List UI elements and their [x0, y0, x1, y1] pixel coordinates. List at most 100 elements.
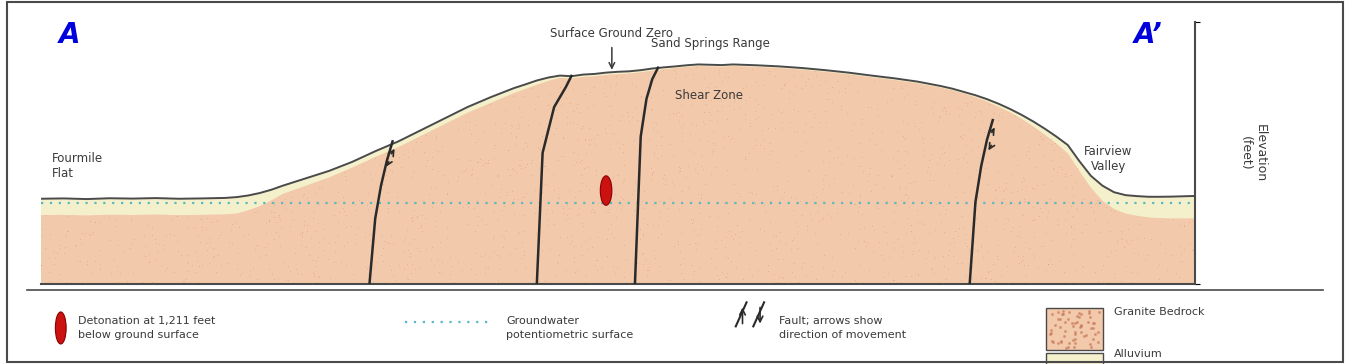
Point	[840, 127, 861, 132]
Point	[46, 250, 68, 256]
Text: Surface Ground Zero: Surface Ground Zero	[551, 27, 674, 40]
Point	[613, 242, 634, 248]
Point	[1029, 213, 1050, 219]
Point	[371, 252, 393, 258]
Point	[701, 150, 722, 156]
Point	[886, 129, 907, 135]
Point	[458, 119, 479, 125]
Point	[290, 272, 312, 277]
Point	[302, 271, 324, 277]
Point	[514, 140, 536, 146]
Point	[562, 120, 583, 126]
Point	[1029, 133, 1050, 139]
Point	[988, 184, 1010, 190]
Point	[927, 118, 949, 124]
Point	[767, 280, 788, 285]
Point	[911, 134, 933, 140]
Point	[513, 252, 535, 257]
Point	[1110, 278, 1131, 284]
Point	[934, 106, 956, 111]
Point	[378, 189, 400, 195]
Point	[1035, 230, 1057, 236]
Point	[1170, 251, 1192, 257]
Point	[1087, 197, 1108, 202]
Point	[1068, 314, 1089, 320]
Point	[1084, 217, 1106, 223]
Point	[583, 209, 605, 215]
Point	[580, 206, 602, 211]
Point	[506, 169, 528, 175]
Point	[718, 228, 740, 234]
Point	[603, 234, 625, 240]
Point	[702, 128, 724, 134]
Point	[1058, 280, 1080, 286]
Point	[576, 104, 598, 110]
Point	[637, 78, 659, 84]
Point	[332, 205, 354, 211]
Point	[699, 112, 721, 118]
Point	[491, 245, 513, 250]
Point	[1173, 222, 1195, 228]
Point	[643, 74, 664, 79]
Point	[591, 202, 613, 207]
Point	[493, 235, 514, 241]
Point	[460, 172, 482, 178]
Point	[878, 254, 899, 260]
Point	[228, 224, 250, 230]
Point	[613, 162, 634, 168]
Point	[474, 251, 495, 257]
Point	[263, 209, 285, 215]
Point	[876, 99, 898, 105]
Point	[485, 121, 506, 127]
Point	[680, 215, 702, 221]
Point	[421, 166, 443, 172]
Point	[500, 173, 521, 178]
Point	[738, 94, 760, 99]
Point	[140, 232, 162, 238]
Point	[570, 126, 591, 131]
Point	[574, 165, 595, 171]
Point	[301, 281, 323, 287]
Point	[308, 201, 329, 207]
Point	[265, 219, 286, 225]
Point	[134, 253, 155, 259]
Point	[333, 243, 355, 249]
Point	[869, 147, 891, 153]
Point	[382, 273, 404, 279]
Point	[120, 241, 142, 246]
Point	[427, 256, 448, 262]
Point	[884, 219, 906, 225]
Point	[632, 231, 653, 237]
Point	[668, 164, 690, 170]
Point	[716, 234, 737, 240]
Point	[274, 201, 296, 206]
Point	[510, 255, 532, 261]
Point	[971, 275, 992, 281]
Point	[711, 95, 733, 101]
Point	[479, 101, 501, 107]
Point	[778, 280, 799, 286]
Point	[485, 143, 506, 149]
Point	[379, 167, 401, 173]
Point	[474, 270, 495, 276]
Point	[99, 214, 120, 220]
Point	[135, 243, 157, 249]
Point	[520, 172, 541, 178]
Point	[876, 240, 898, 246]
Point	[535, 277, 556, 283]
Point	[725, 92, 747, 98]
Point	[308, 273, 329, 279]
Point	[648, 214, 670, 220]
Point	[336, 239, 358, 245]
Point	[440, 263, 462, 269]
Point	[707, 214, 729, 219]
Point	[471, 217, 493, 222]
Point	[670, 168, 691, 174]
Point	[787, 108, 809, 114]
Point	[1044, 323, 1065, 328]
Point	[74, 280, 96, 286]
Point	[801, 217, 822, 223]
Point	[601, 112, 622, 118]
Point	[43, 261, 65, 267]
Point	[474, 190, 495, 196]
